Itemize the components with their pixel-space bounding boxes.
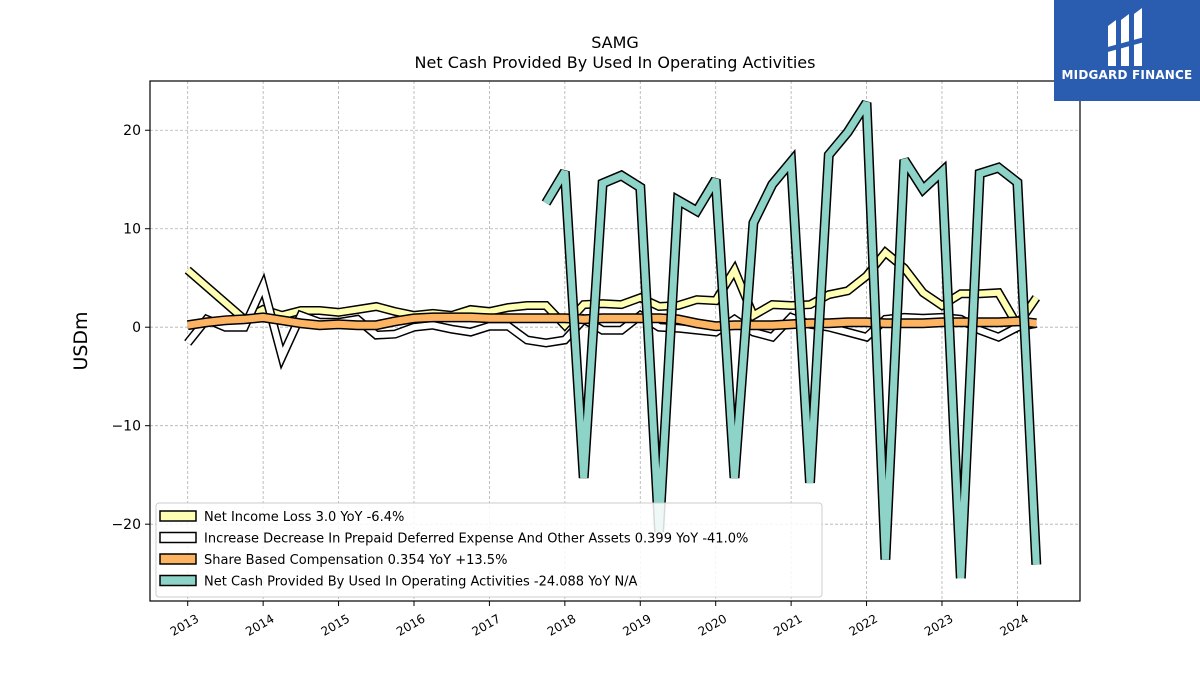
legend: Net Income Loss 3.0 YoY -6.4% Increase De… bbox=[155, 502, 823, 598]
legend-swatch bbox=[159, 531, 197, 544]
x-tick-label: 2024 bbox=[997, 611, 1030, 638]
logo-text: MIDGARD FINANCE bbox=[1061, 68, 1193, 82]
x-tick-label: 2013 bbox=[168, 611, 201, 638]
series-layer bbox=[184, 100, 1042, 579]
logo-mark-icon bbox=[1104, 8, 1148, 66]
x-tick-label: 2019 bbox=[620, 611, 653, 638]
legend-entry-label: Share Based Compensation 0.354 YoY +13.5… bbox=[204, 553, 507, 568]
x-tick-label: 2018 bbox=[545, 611, 578, 638]
legend-swatch bbox=[159, 510, 197, 522]
series-4-line bbox=[541, 100, 1042, 579]
y-tick-label: 10 bbox=[123, 222, 141, 238]
legend-swatch bbox=[159, 574, 197, 587]
y-tick-label: 0 bbox=[132, 320, 141, 336]
legend-swatch bbox=[159, 553, 197, 565]
plot-frame bbox=[149, 80, 1081, 602]
series-4-stroke bbox=[542, 100, 1040, 579]
chart-subtitle: Net Cash Provided By Used In Operating A… bbox=[415, 53, 816, 72]
x-tick-label: 2017 bbox=[469, 611, 502, 638]
y-axis-label: USDm bbox=[70, 311, 92, 370]
y-tick-label: −20 bbox=[111, 517, 141, 533]
x-tick-label: 2016 bbox=[394, 611, 427, 638]
chart-title: SAMG bbox=[591, 33, 639, 52]
x-tick-label: 2022 bbox=[847, 611, 880, 638]
x-tick-label: 2021 bbox=[771, 611, 804, 638]
legend-box bbox=[155, 502, 823, 598]
x-tick-label: 2020 bbox=[696, 611, 729, 638]
x-tick-label: 2014 bbox=[243, 611, 276, 638]
legend-entry-label: Net Income Loss 3.0 YoY -6.4% bbox=[204, 510, 404, 525]
midgard-finance-logo: MIDGARD FINANCE bbox=[1054, 0, 1200, 101]
x-tick-label: 2015 bbox=[319, 611, 352, 638]
y-tick-label: 20 bbox=[123, 123, 141, 139]
legend-entry-label: Net Cash Provided By Used In Operating A… bbox=[204, 575, 638, 590]
y-tick-label: −10 bbox=[111, 419, 141, 435]
x-tick-label: 2023 bbox=[922, 611, 955, 638]
legend-entry-label: Increase Decrease In Prepaid Deferred Ex… bbox=[204, 532, 748, 547]
